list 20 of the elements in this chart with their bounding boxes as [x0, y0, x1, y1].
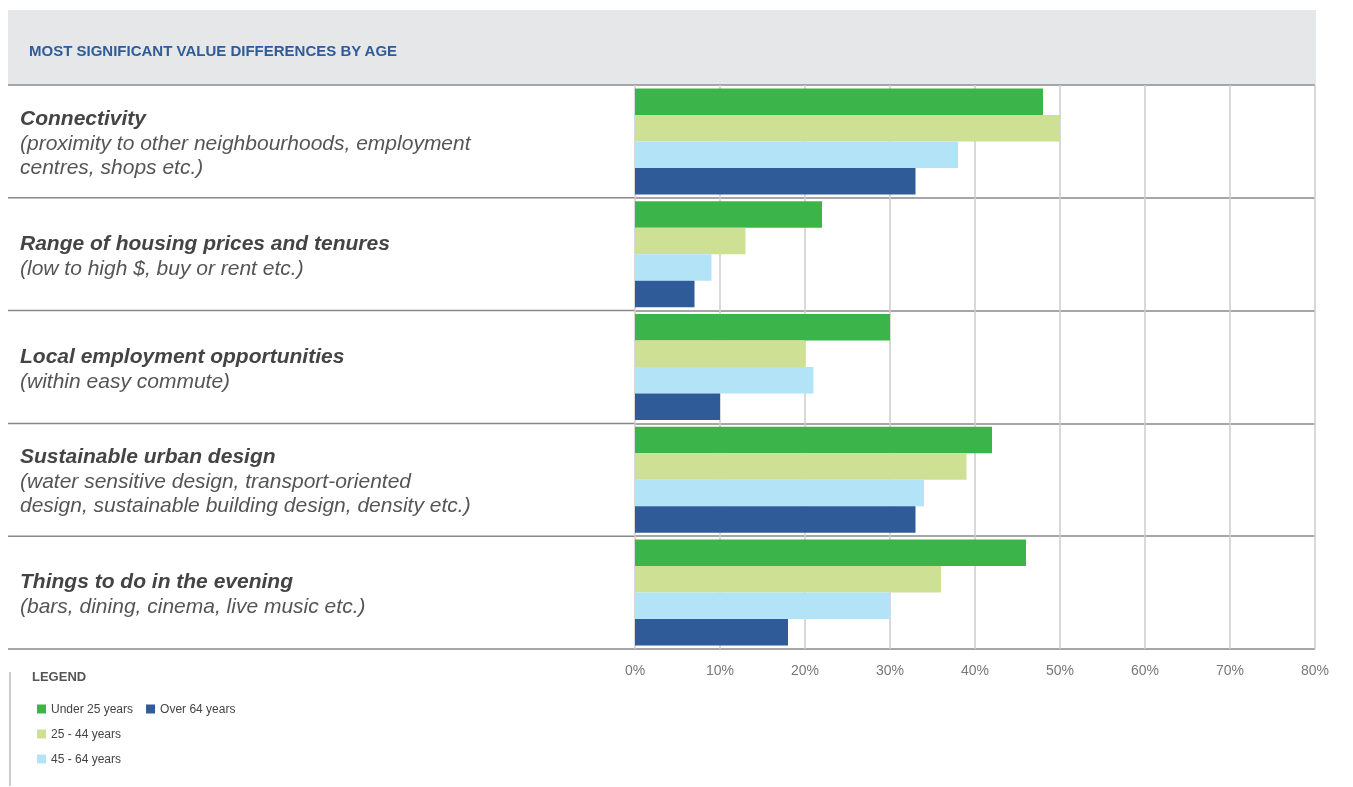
- y-tick-label: Things to do in the evening (bars, dining, cinema, live music etc.): [20, 569, 366, 618]
- x-tick-label: 80%: [1300, 662, 1330, 678]
- x-tick-label: 60%: [1130, 662, 1160, 678]
- x-tick-label: 40%: [960, 662, 990, 678]
- x-tick-label: 10%: [705, 662, 735, 678]
- x-tick-label: 50%: [1045, 662, 1075, 678]
- legend-label: Under 25 years: [51, 702, 134, 716]
- x-tick-label: 30%: [875, 662, 905, 678]
- x-tick-label: 20%: [790, 662, 820, 678]
- y-tick-label: Sustainable urban design (water sensitive design, transport-oriented design, sustainable building design, density etc.): [20, 444, 471, 517]
- legend-label: 25 - 44 years: [51, 727, 122, 741]
- y-tick-label: Range of housing prices and tenures (low to high $, buy or rent etc.): [20, 230, 390, 279]
- text: MOST SIGNIFICANT VALUE DIFFERENCES BY AGE: [29, 42, 398, 59]
- y-tick-label: Connectivity (proximity to other neighbourhoods, employment centres, shops etc.): [20, 105, 472, 178]
- legend-label: Over 64 years: [160, 702, 236, 716]
- x-tick-label: 70%: [1215, 662, 1245, 678]
- y-tick-label: Local employment opportunities (within easy commute): [20, 343, 345, 392]
- legend-label: 45 - 64 years: [51, 752, 122, 766]
- legend-title: LEGEND: [32, 669, 87, 684]
- x-tick-label: 0%: [624, 662, 646, 678]
